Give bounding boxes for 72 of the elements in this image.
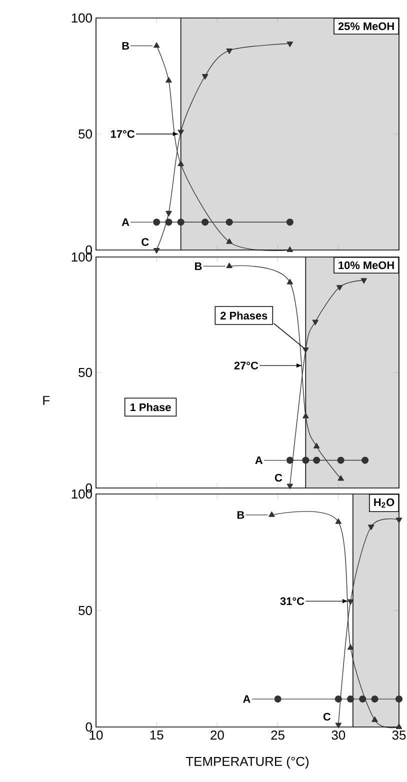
- point: [226, 218, 233, 226]
- point: [202, 74, 208, 80]
- point: [395, 696, 403, 703]
- point: [153, 218, 160, 226]
- point: [302, 456, 310, 464]
- point: [286, 456, 294, 464]
- point: [202, 218, 209, 226]
- point: [338, 475, 344, 481]
- point: [347, 599, 354, 605]
- x-axis-title: TEMPERATURE (°C): [186, 756, 309, 769]
- point: [396, 723, 402, 729]
- x-tick-label: 10: [90, 730, 103, 740]
- point: [359, 696, 366, 703]
- x-tick-label: 20: [210, 730, 224, 740]
- point: [302, 412, 309, 418]
- point: [178, 160, 184, 166]
- point: [396, 518, 402, 524]
- point: [362, 456, 369, 464]
- y-tick-label: 50: [78, 129, 92, 139]
- series-label: C: [274, 474, 282, 482]
- x-tick-label: 15: [150, 730, 164, 740]
- point: [166, 210, 172, 216]
- series-label: C: [142, 238, 149, 246]
- point: [337, 456, 344, 464]
- chart-title: 25% MeOH: [338, 22, 394, 30]
- point: [166, 77, 172, 83]
- point: [302, 347, 309, 353]
- point: [286, 484, 294, 490]
- point: [274, 696, 282, 703]
- point: [177, 218, 184, 226]
- x-tick-label: 30: [332, 730, 346, 740]
- annotation: 17°C: [111, 130, 135, 138]
- point: [368, 524, 374, 530]
- x-tick-label: 35: [392, 730, 406, 740]
- legend-label: A: [255, 456, 263, 464]
- point: [336, 285, 343, 291]
- point: [286, 42, 294, 48]
- legend-label: B: [122, 42, 129, 50]
- point: [178, 130, 184, 136]
- point: [335, 722, 342, 728]
- series-label: C: [323, 712, 331, 721]
- point: [153, 248, 160, 254]
- annotation: 27°C: [234, 362, 258, 370]
- point: [371, 696, 378, 703]
- point: [360, 278, 367, 284]
- annotation: 2 Phases: [220, 312, 268, 320]
- point: [313, 442, 320, 448]
- point: [312, 320, 318, 326]
- legend-label: A: [243, 695, 250, 703]
- chart-title: H$_{2}$O: [374, 498, 394, 508]
- point: [165, 218, 172, 226]
- point: [347, 644, 354, 650]
- point: [334, 696, 342, 703]
- annotation: 1 Phase: [130, 403, 171, 412]
- point: [286, 246, 294, 252]
- y-tick-label: 50: [78, 368, 92, 378]
- point: [226, 48, 232, 54]
- legend-label: A: [122, 218, 130, 226]
- y-tick-label: 50: [78, 606, 92, 616]
- y-tick-label: 0: [86, 722, 92, 732]
- y-tick-label: 100: [72, 13, 92, 23]
- annotation: 31°C: [280, 597, 304, 606]
- point: [313, 456, 320, 464]
- y-axis-title: F: [43, 396, 50, 405]
- point: [346, 696, 354, 703]
- chart-title: 10% MeOH: [338, 261, 394, 270]
- point: [286, 218, 294, 226]
- x-tick-label: 25: [271, 730, 284, 740]
- point: [226, 238, 232, 244]
- legend-label: B: [237, 511, 244, 519]
- point: [372, 716, 378, 722]
- legend-label: B: [195, 262, 202, 270]
